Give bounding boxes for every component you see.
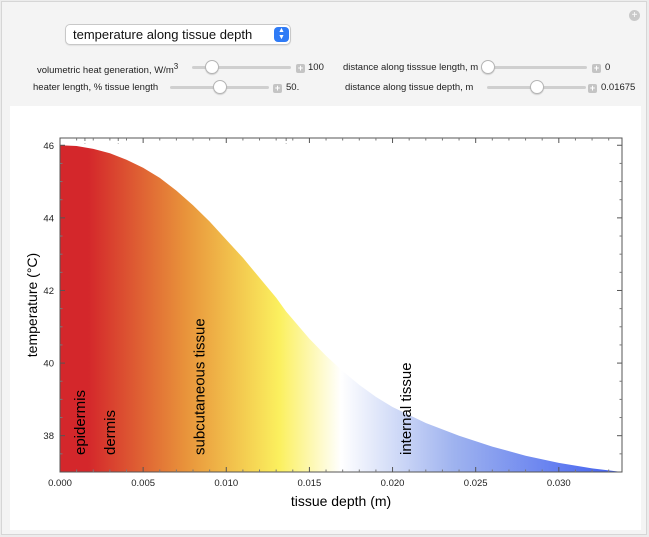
distance-length-expand-icon[interactable]: +	[592, 63, 601, 73]
x-tick-label: 0.010	[214, 478, 238, 489]
heat-generation-slider-thumb[interactable]	[204, 60, 219, 74]
region-label-subcutaneous-tissue: subcutaneous tissue	[192, 318, 209, 455]
distance-length-slider-thumb[interactable]	[481, 60, 495, 74]
distance-depth-label: distance along tissue depth, m	[345, 82, 474, 93]
temperature-depth-chart: 0.000 0.005 0.010 0.015 0.020 0.025 0.030 38 40 4…	[24, 137, 623, 509]
distance-depth-expand-icon[interactable]: +	[588, 83, 597, 93]
region-label-dermis: dermis	[102, 410, 119, 455]
heat-generation-value: 100	[308, 62, 324, 73]
heat-generation-expand-icon[interactable]: +	[296, 63, 305, 73]
heater-length-slider-thumb[interactable]	[212, 80, 227, 94]
heater-length-label: heater length, % tissue length	[33, 82, 159, 93]
x-axis-label: tissue depth (m)	[291, 493, 391, 509]
plot-panel: 0.000 0.005 0.010 0.015 0.020 0.025 0.030 38 40 4…	[10, 106, 641, 530]
x-tick-label: 0.015	[298, 478, 322, 489]
options-icon[interactable]: +	[629, 10, 640, 21]
distance-length-slider-track[interactable]	[488, 66, 587, 69]
y-axis-label: temperature (°C)	[24, 253, 40, 357]
distance-depth-slider-thumb[interactable]	[529, 80, 544, 94]
temperature-area	[60, 145, 622, 473]
y-tick-label: 38	[43, 431, 54, 442]
y-tick-label: 46	[43, 141, 54, 152]
x-tick-label: 0.025	[464, 478, 488, 489]
y-tick-label: 40	[43, 359, 54, 370]
plot-frame	[59, 137, 623, 473]
x-tick-label: 0.020	[381, 478, 405, 489]
y-tick-label: 42	[43, 286, 54, 297]
heater-length-value: 50.	[286, 82, 300, 93]
heat-generation-label: volumetric heat generation, W/m3	[37, 62, 179, 77]
x-tick-label: 0.030	[547, 478, 571, 489]
plot-type-selected-value: temperature along tissue depth	[73, 27, 253, 42]
distance-length-value: 0	[605, 62, 611, 73]
region-label-internal-tissue: internal tissue	[398, 362, 415, 455]
heat-generation-slider-track[interactable]	[192, 66, 291, 69]
heater-length-expand-icon[interactable]: +	[273, 83, 282, 93]
region-label-epidermis: epidermis	[72, 390, 89, 455]
x-tick-label: 0.005	[131, 478, 155, 489]
distance-length-label: distance along tisssue length, m	[343, 62, 479, 73]
distance-depth-value: 0.01675	[601, 82, 636, 93]
y-tick-label: 44	[43, 213, 54, 224]
up-down-arrows-icon: ▲ ▼	[274, 27, 289, 42]
plot-type-popup-menu[interactable]: temperature along tissue depth ▲ ▼	[65, 24, 291, 45]
x-tick-label: 0.000	[48, 478, 72, 489]
